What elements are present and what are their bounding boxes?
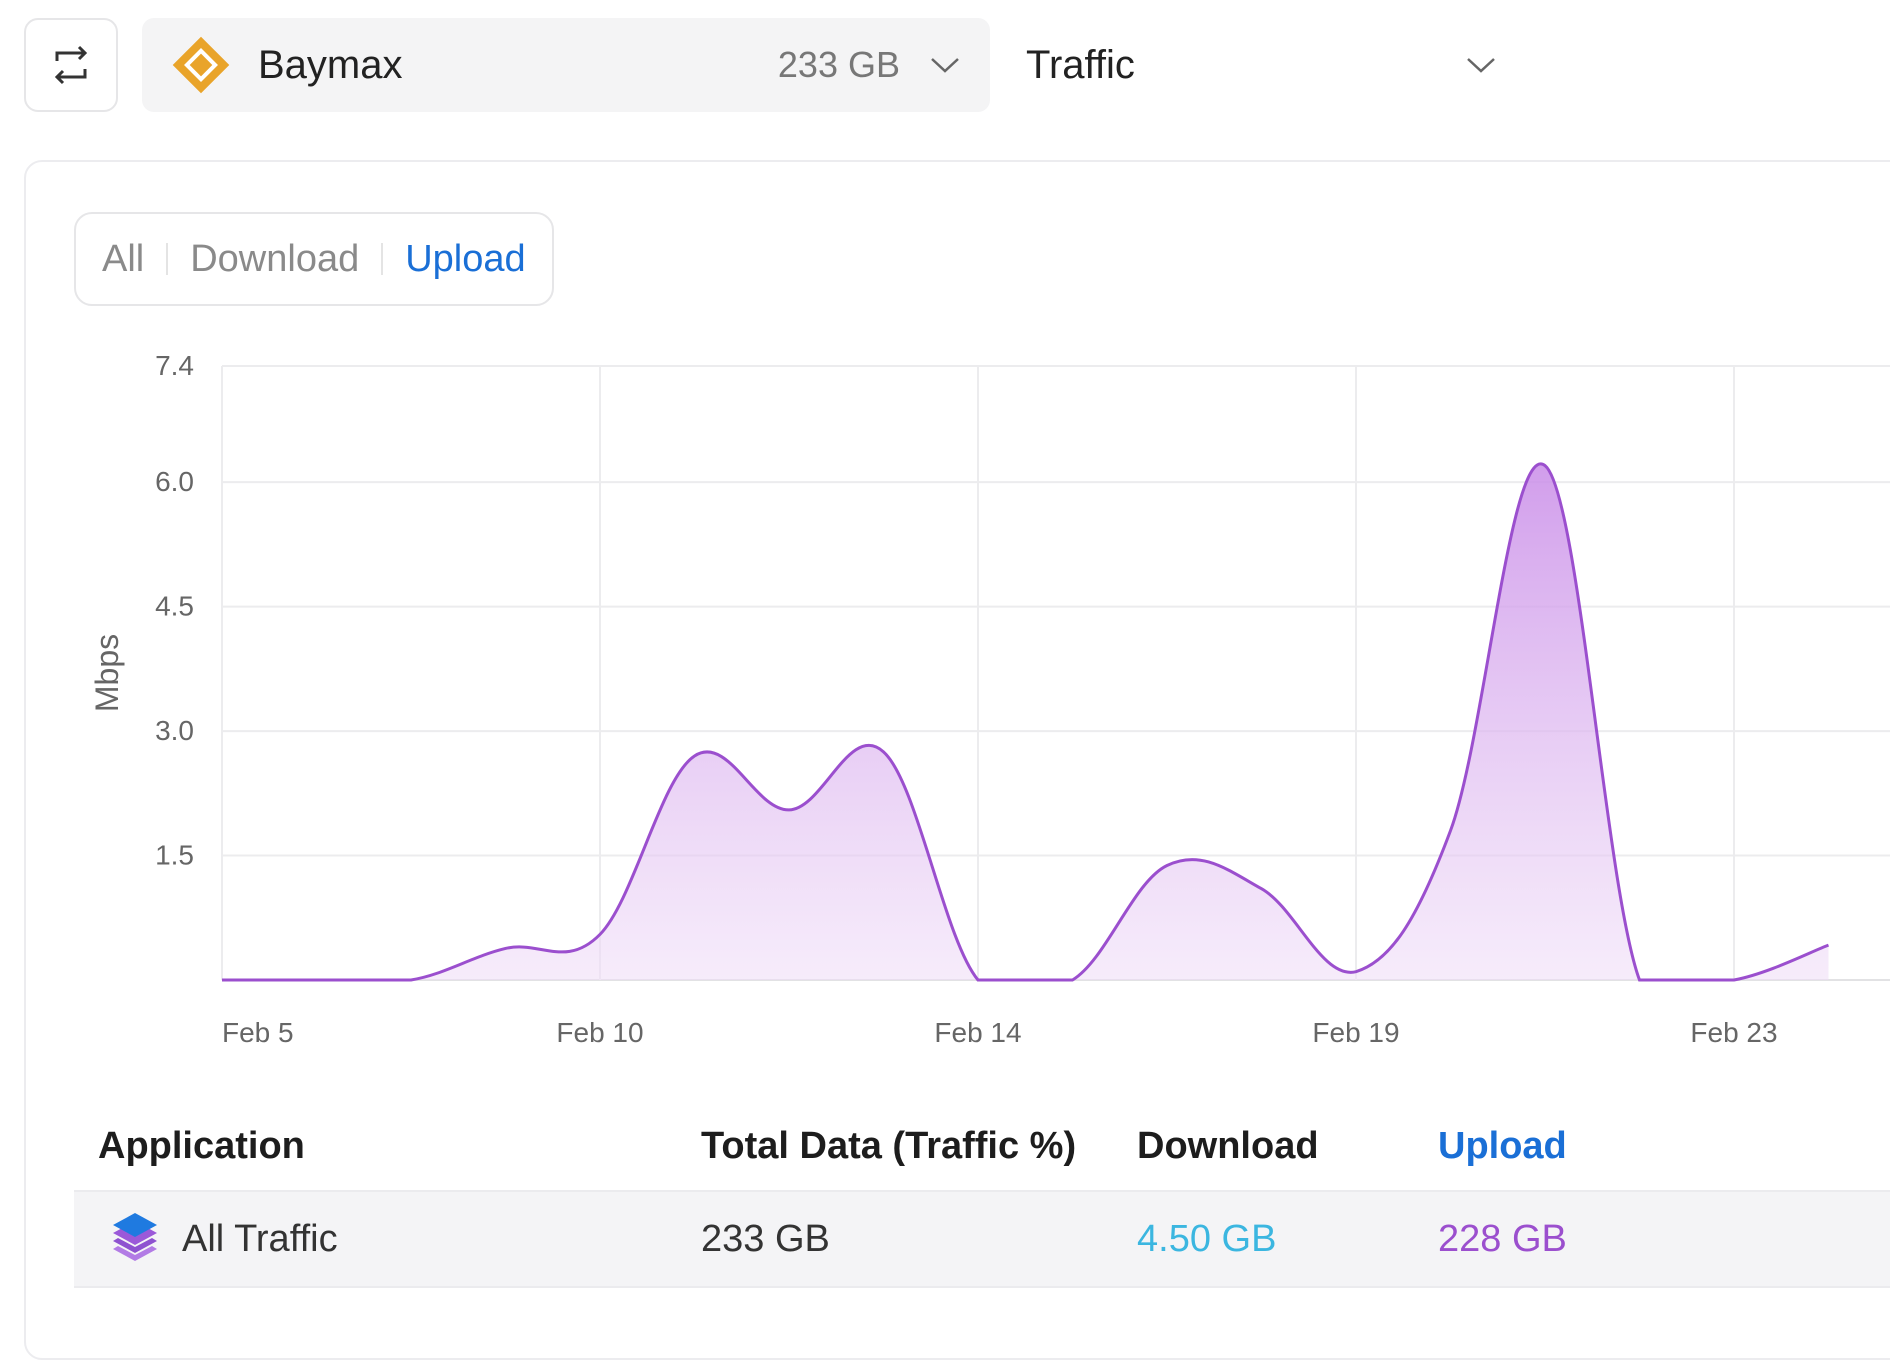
x-tick-label: Feb 23 (1690, 1017, 1777, 1048)
column-total-data[interactable]: Total Data (Traffic %) (701, 1124, 1077, 1167)
tab-all[interactable]: All (102, 237, 145, 280)
tab-divider (166, 243, 169, 275)
y-tick-label: 1.5 (155, 840, 194, 871)
device-selector[interactable]: Baymax 233 GB (142, 18, 990, 112)
y-axis-label: Mbps (89, 634, 125, 712)
chevron-down-icon (931, 58, 959, 73)
y-tick-label: 3.0 (155, 715, 194, 746)
column-download[interactable]: Download (1137, 1124, 1319, 1167)
device-size: 233 GB (777, 44, 900, 85)
table-row[interactable]: All Traffic 233 GB 4.50 GB 228 GB (74, 1190, 1890, 1288)
row-app-name: All Traffic (182, 1217, 338, 1260)
traffic-chart: 7.4 6.0 4.5 3.0 1.5 Feb 5 Feb 10 Feb 14 Feb 19 Fe… (89, 350, 1890, 1048)
y-tick-label: 7.4 (155, 350, 194, 381)
y-tick-label: 4.5 (155, 591, 194, 622)
swap-arrows-icon (54, 45, 88, 85)
x-tick-label: Feb 14 (934, 1017, 1021, 1048)
back-button[interactable] (24, 18, 118, 112)
diamond-logo-icon (172, 36, 230, 94)
row-total-data: 233 GB (701, 1217, 830, 1260)
row-upload: 228 GB (1438, 1217, 1567, 1260)
tab-divider (381, 243, 384, 275)
layers-icon (113, 1213, 157, 1261)
metric-label: Traffic (1026, 42, 1135, 87)
row-download: 4.50 GB (1137, 1217, 1277, 1260)
x-tick-label: Feb 5 (222, 1017, 294, 1048)
chevron-down-icon (1467, 58, 1495, 73)
traffic-direction-tabs: All Download Upload (74, 212, 554, 306)
column-upload[interactable]: Upload (1438, 1124, 1567, 1167)
row-icon-cell (110, 1192, 160, 1286)
tab-download[interactable]: Download (190, 237, 360, 280)
x-tick-label: Feb 19 (1312, 1017, 1399, 1048)
device-name: Baymax (258, 42, 403, 87)
tab-upload[interactable]: Upload (405, 237, 526, 280)
table-header: Application Total Data (Traffic %) Downl… (74, 1110, 1890, 1182)
column-application[interactable]: Application (98, 1124, 305, 1167)
series-area-upload (222, 463, 1829, 980)
y-tick-label: 6.0 (155, 466, 194, 497)
series-line-upload (222, 462, 1830, 982)
metric-selector[interactable]: Traffic (1026, 18, 1496, 112)
x-tick-label: Feb 10 (556, 1017, 643, 1048)
